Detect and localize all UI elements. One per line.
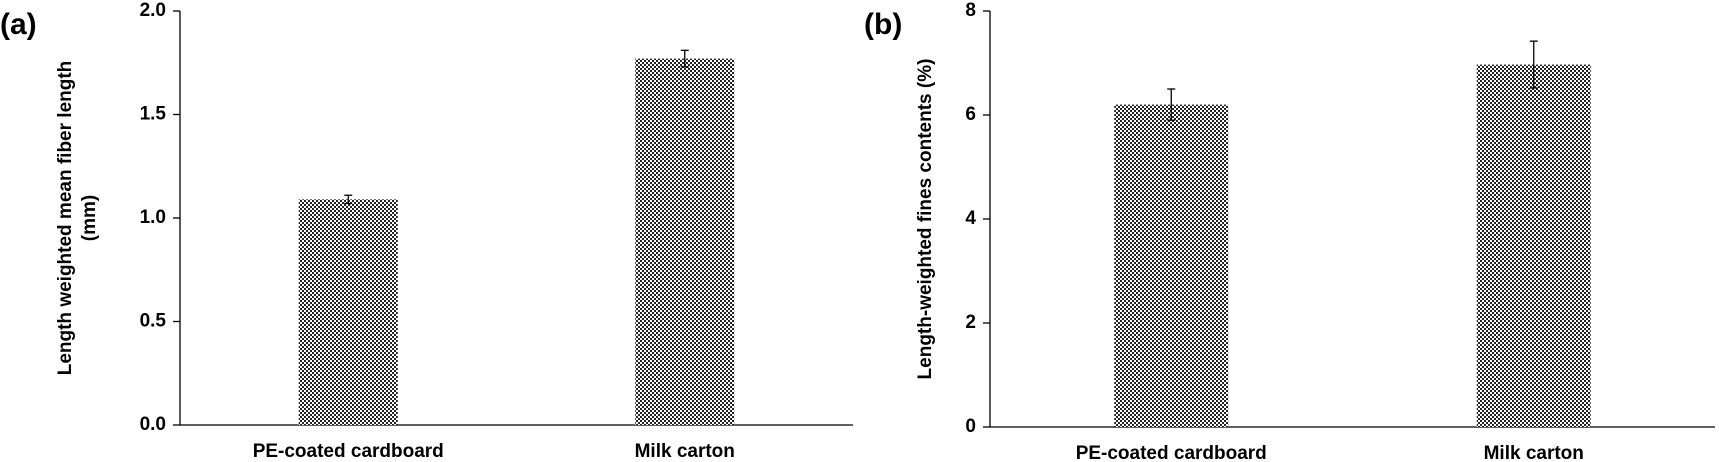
bar: [298, 199, 398, 425]
y-tick-label: 2: [965, 312, 976, 333]
y-tick-label: 1.0: [140, 207, 166, 228]
y-tick-label: 0: [965, 416, 976, 437]
x-tick-label: PE-coated cardboard: [253, 441, 444, 462]
y-tick-label: 6: [965, 104, 976, 125]
y-tick-label: 0.0: [140, 414, 166, 435]
panel-label: (a): [0, 8, 37, 41]
panel-label: (b): [864, 8, 902, 41]
y-axis-label: (mm): [79, 195, 100, 241]
x-tick-label: Milk carton: [1484, 443, 1584, 462]
y-tick-label: 2.0: [140, 0, 166, 21]
x-tick-label: PE-coated cardboard: [1076, 443, 1267, 462]
y-tick-label: 0.5: [140, 311, 167, 332]
y-axis-label: Length weighted mean fiber length: [55, 61, 76, 376]
y-tick-label: 4: [965, 208, 976, 229]
bar: [1476, 64, 1591, 427]
y-tick-label: 8: [965, 0, 976, 21]
bar: [1114, 104, 1229, 427]
y-tick-label: 1.5: [140, 104, 167, 125]
x-tick-label: Milk carton: [635, 441, 735, 462]
y-axis-label: Length-weighted fines contents (%): [915, 59, 936, 380]
bar: [635, 58, 735, 426]
